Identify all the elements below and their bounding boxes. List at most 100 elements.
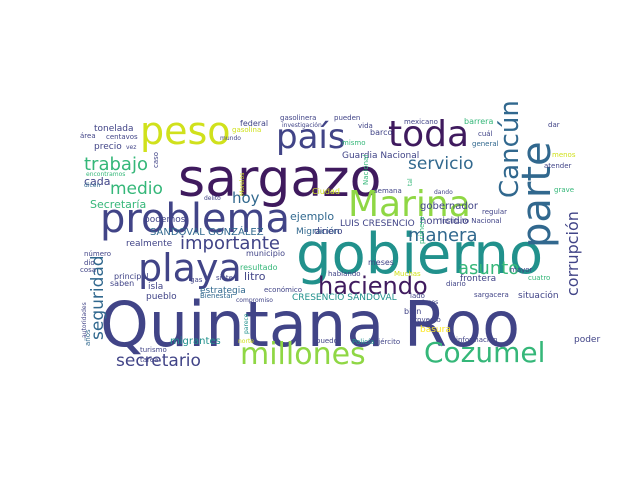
word-economico: económico <box>264 286 302 294</box>
word-sargazo: sargazo <box>178 149 381 209</box>
word-muchas: Muchas <box>394 270 421 278</box>
word-secretario: secretario <box>116 351 201 371</box>
word-general: general <box>472 140 499 148</box>
word-hablando: hablando <box>328 270 361 278</box>
word-realmente: realmente <box>126 239 173 249</box>
word-bienestar: Bienestar <box>200 292 233 300</box>
word-pueblo: pueblo <box>146 292 177 302</box>
word-parte: parte <box>514 141 560 248</box>
word-numero: número <box>84 250 111 258</box>
word-bien: bien <box>404 307 421 316</box>
word-dar: dar <box>548 121 560 129</box>
word-peso: peso <box>140 109 231 153</box>
word-migrantes: migrantes <box>170 336 221 347</box>
word-ciudad: Ciudad <box>312 187 340 196</box>
word-litro: litro <box>244 270 266 283</box>
word-dicen: dicen <box>84 182 100 189</box>
word-homicidio: homicidio <box>420 216 469 227</box>
word-municipio: municipio <box>246 249 285 258</box>
word-seguridad: seguridad <box>88 255 108 340</box>
word-podemos: podemos <box>144 215 186 225</box>
word-marina: Marina <box>348 184 471 225</box>
word-hoy: hoy <box>232 189 260 207</box>
word-vez: vez <box>126 144 136 151</box>
word-delito: delito <box>204 195 221 202</box>
word-compromiso: compromiso <box>236 297 273 304</box>
word-morelos: Morelos <box>239 173 246 196</box>
word-poder: poder <box>574 335 600 345</box>
word-semana: semana <box>374 187 402 195</box>
word-barrera: barrera <box>464 117 493 126</box>
word-instituto-nacional: Instituto Nacional <box>440 217 502 225</box>
word-basura: basura <box>420 325 451 335</box>
word-ejemplo: ejemplo <box>290 210 334 223</box>
word-area: área <box>80 132 96 140</box>
word-cual: cuál <box>478 130 493 138</box>
word-vida: vida <box>358 122 373 130</box>
word-servicio: servicio <box>408 154 474 174</box>
word-problema: problema <box>100 196 290 242</box>
word-ejercito: ejército <box>374 338 400 346</box>
word-gasolinera: gasolinera <box>280 114 316 122</box>
word-haciendo: haciendo <box>318 272 428 300</box>
word-investigacion: investigación <box>282 122 322 129</box>
word-saben: saben <box>110 279 134 288</box>
word-nacional: Nacional <box>362 155 370 185</box>
word-atender: atender <box>544 162 572 170</box>
word-meses: meses <box>368 258 394 267</box>
word-tonelada: tonelada <box>94 124 134 134</box>
word-anos: años <box>84 329 92 346</box>
word-estrategia: estrategia <box>200 286 246 296</box>
word-toda: toda <box>388 114 469 155</box>
word-guardia-nacional: Guardia Nacional <box>342 151 419 161</box>
word-quintana-roo: Quintana Roo <box>100 288 520 361</box>
word-secretaria: Secretaría <box>90 198 146 211</box>
word-mismo: mismo <box>342 139 366 147</box>
word-precio: precio <box>94 142 122 152</box>
word-encontramos: encontramos <box>86 171 125 178</box>
word-lado: lado <box>410 292 425 300</box>
word-regular: regular <box>482 208 507 216</box>
word-policia: Policía <box>352 338 374 346</box>
word-mayor: mayor <box>510 266 533 274</box>
word-gobierno: gobierno <box>296 222 543 287</box>
word-corrupcion: corrupción <box>563 211 582 296</box>
word-gobernador: gobernador <box>420 201 479 212</box>
word-proyecto: proyecto <box>410 316 441 324</box>
word-situacion: situación <box>518 290 559 301</box>
word-norte: norte <box>238 338 254 345</box>
word-importante: importante <box>180 233 280 254</box>
word-cresencio-sandoval: CRESENCIO SANDOVAL <box>292 293 397 303</box>
word-informacion: información <box>456 336 498 344</box>
word-luis-cresencio: LUIS CRESENCIO <box>340 219 415 229</box>
word-pais: país <box>276 117 346 157</box>
word-autoridades: autoridades <box>81 302 88 338</box>
word-cuatro: cuatro <box>528 274 550 282</box>
word-primera: primera <box>418 216 426 244</box>
word-dinero: dinero <box>314 227 343 237</box>
word-siete: siete <box>216 274 233 282</box>
word-centavos: centavos <box>106 133 138 141</box>
word-medio: medio <box>110 179 163 199</box>
word-pueden: pueden <box>334 114 360 122</box>
word-resultado: resultado <box>240 263 278 272</box>
word-sandoval-gonzalez: SANDOVAL GONZÁLEZ <box>150 225 264 238</box>
word-playa: playa <box>138 246 242 290</box>
word-migracion: Migración <box>296 226 340 237</box>
word-barco: barco <box>370 128 392 137</box>
word-principal: principal <box>114 272 148 281</box>
word-diario: diario <box>446 280 466 288</box>
word-cozumel: Cozumel <box>424 336 545 369</box>
word-isla: isla <box>148 282 163 292</box>
word-gasolina: gasolina <box>232 126 261 134</box>
word-sargacera: sargacera <box>474 291 509 299</box>
word-tarea: tarea <box>140 356 158 364</box>
word-turismo: turismo <box>140 346 167 354</box>
word-dando: dando <box>434 189 453 196</box>
word-frontera: frontera <box>460 274 496 284</box>
word-trabajo: trabajo <box>84 154 148 175</box>
word-cosa: cosa <box>80 266 96 274</box>
word-manera: manera <box>408 225 477 246</box>
word-grave: grave <box>554 186 574 194</box>
